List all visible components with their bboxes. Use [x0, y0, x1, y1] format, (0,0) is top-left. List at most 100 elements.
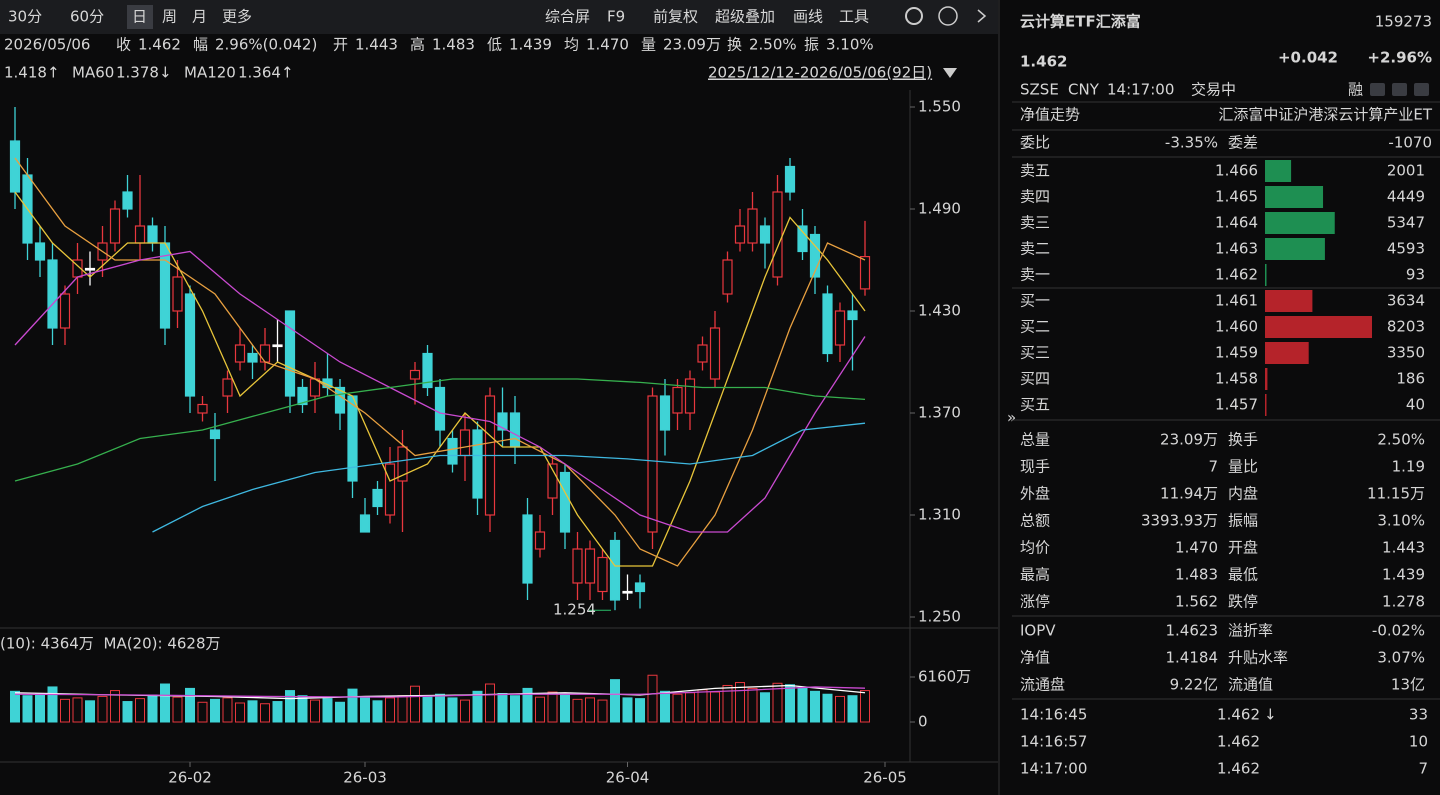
book-price: 1.457	[1215, 396, 1258, 414]
x-tick-label: 26-03	[343, 769, 387, 787]
book-bar	[1265, 342, 1309, 364]
candle-body	[759, 225, 771, 244]
full-name: 汇添富中证沪港深云计算产业ET	[1218, 106, 1432, 124]
volume-bar	[747, 687, 758, 723]
stat-value: 1.443	[1382, 539, 1425, 557]
collapse-handle[interactable]: »	[1007, 409, 1016, 427]
panel-icon[interactable]	[1392, 83, 1407, 96]
volume-bar	[760, 692, 770, 723]
volume-ma-line	[14, 686, 866, 698]
volume-bar	[547, 691, 558, 723]
book-volume: 40	[1406, 396, 1425, 414]
ma-line	[14, 378, 866, 482]
volume-bar	[860, 690, 870, 723]
nav-title[interactable]: 净值走势	[1020, 106, 1080, 124]
tool-button[interactable]: 工具	[839, 8, 869, 26]
stat-value: 9.22亿	[1170, 676, 1218, 694]
tool-button[interactable]: 综合屏	[545, 8, 590, 26]
volume-bar	[85, 700, 95, 723]
low-label: 1.254	[553, 601, 596, 619]
stat-value: 11.94万	[1160, 485, 1218, 503]
period-button[interactable]: 30分	[8, 8, 42, 26]
volume-bar	[272, 701, 283, 723]
candle-body	[834, 310, 846, 346]
volume-bar	[372, 700, 383, 723]
tool-button[interactable]: 前复权	[653, 8, 698, 26]
volume-bar	[410, 685, 420, 723]
period-button[interactable]: 日	[132, 8, 147, 26]
tool-button[interactable]: 超级叠加	[715, 8, 775, 26]
stat-label: 最低	[1228, 566, 1258, 584]
book-price: 1.466	[1215, 162, 1258, 180]
candle-body	[772, 191, 783, 278]
candle-body	[172, 276, 183, 312]
book-bar	[1265, 316, 1372, 338]
book-level: 卖二	[1020, 240, 1050, 258]
book-price: 1.458	[1215, 370, 1258, 388]
volume-bar	[572, 698, 583, 723]
period-button[interactable]: 周	[162, 8, 177, 26]
volume-bar	[622, 697, 633, 723]
meta: SZSE	[1020, 81, 1059, 99]
book-bar	[1265, 290, 1313, 312]
candle-body	[409, 369, 421, 380]
volume-bar	[260, 703, 270, 723]
info-label: 收	[116, 36, 131, 54]
volume-bar	[422, 695, 433, 723]
stat-value: 1.439	[1382, 566, 1425, 584]
volume-bar	[772, 682, 783, 723]
info-value: 3.10%	[826, 36, 874, 54]
panel-icon[interactable]	[1414, 83, 1429, 96]
x-tick-label: 26-02	[168, 769, 212, 787]
candle-body	[847, 310, 858, 321]
last-price: 1.462	[1020, 53, 1067, 71]
period-button[interactable]: 更多	[222, 8, 252, 26]
candle-body	[47, 259, 58, 329]
info-value: 1.462	[138, 36, 181, 54]
ma-line	[14, 191, 866, 567]
range-dropdown[interactable]	[943, 68, 957, 78]
candle-body	[734, 225, 746, 244]
candle-body	[497, 412, 508, 431]
info-value: 1.439	[509, 36, 552, 54]
tool-button[interactable]: 画线	[793, 8, 823, 26]
volume-bar	[660, 690, 670, 723]
volume-bar	[447, 697, 458, 723]
candle-body	[459, 429, 471, 457]
candle-body	[247, 352, 258, 363]
volume-bar	[522, 687, 533, 723]
panel-icon[interactable]	[1370, 83, 1385, 96]
stat-label: 涨停	[1020, 593, 1050, 611]
candle-body	[672, 386, 683, 414]
book-bar	[1265, 238, 1325, 260]
candle-body	[197, 403, 208, 414]
settings-icon[interactable]	[905, 7, 923, 25]
candle-body	[9, 140, 21, 193]
book-volume: 2001	[1387, 162, 1425, 180]
help-icon[interactable]	[938, 6, 958, 26]
volume-bar	[347, 688, 358, 723]
volume-bar	[97, 695, 108, 723]
stat-label: 流通盘	[1020, 676, 1065, 694]
stat-label: 总量	[1020, 431, 1050, 449]
candle-body	[822, 293, 833, 355]
stat-label: 均价	[1020, 539, 1050, 557]
candle-body	[397, 446, 408, 482]
candle-body	[547, 463, 558, 499]
volume-bar	[697, 689, 708, 723]
date-range[interactable]: 2025/12/12-2026/05/06(92日)	[708, 64, 932, 82]
info-value: 1.443	[355, 36, 398, 54]
security-name: 云计算ETF汇添富	[1020, 13, 1141, 31]
y-tick-label: 1.370	[918, 404, 961, 422]
period-button[interactable]: 60分	[70, 8, 104, 26]
candle-body	[809, 233, 821, 278]
meta: 14:17:00	[1107, 81, 1174, 99]
book-level: 卖三	[1020, 214, 1050, 232]
info-value: 1.470	[586, 36, 629, 54]
period-button[interactable]: 月	[192, 8, 207, 26]
candle-body	[209, 429, 221, 440]
next-icon[interactable]	[977, 9, 987, 23]
tool-button[interactable]: F9	[607, 8, 625, 26]
candle-body	[609, 539, 621, 601]
y-tick-label: 1.250	[918, 608, 961, 626]
